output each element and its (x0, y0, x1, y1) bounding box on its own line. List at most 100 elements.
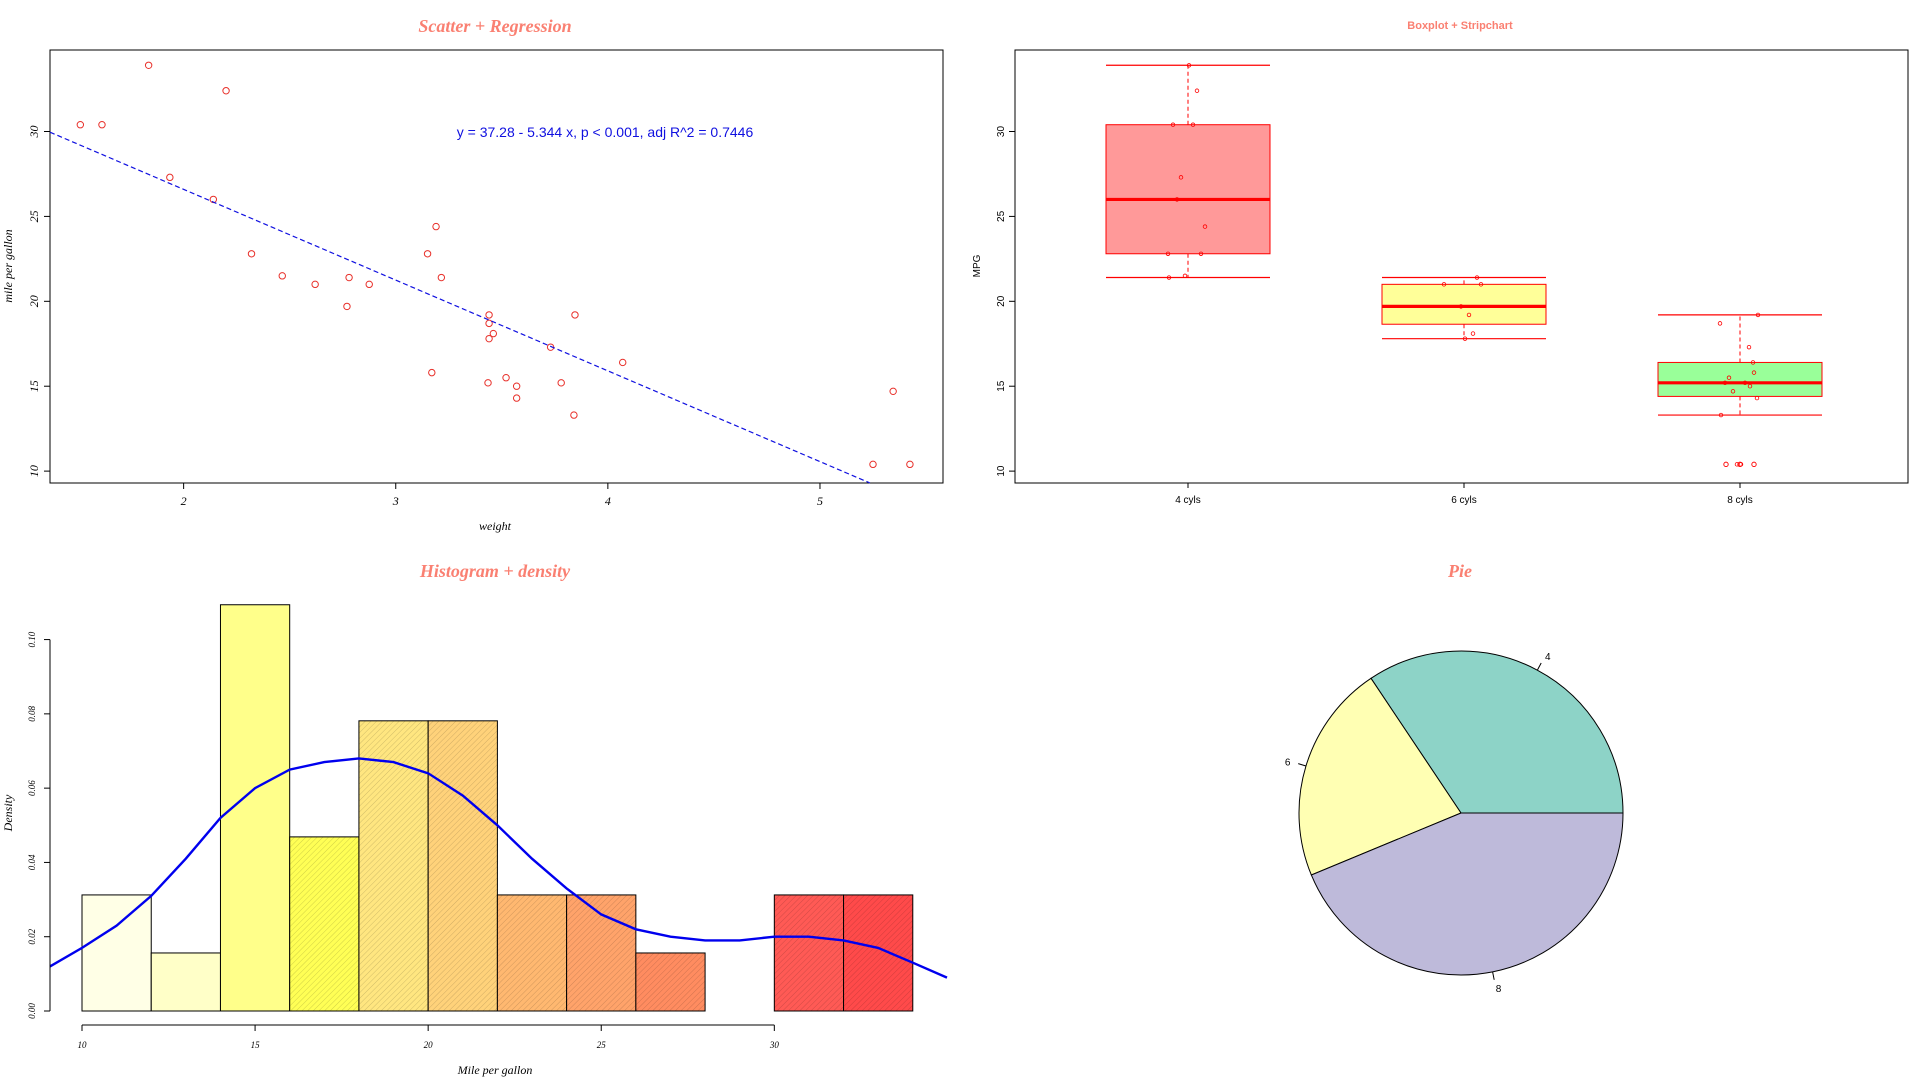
y-tick-label: 0.02 (27, 928, 37, 944)
scatter-point (512, 394, 521, 402)
strip-point (1754, 395, 1760, 401)
boxplot-strip-points (1165, 63, 1761, 467)
pie-slice (1298, 677, 1462, 876)
strip-point (1198, 251, 1204, 256)
y-tick-label: 30 (27, 126, 41, 139)
y-tick-label: 0.10 (27, 631, 37, 647)
histogram-bar-hatch (428, 720, 498, 1011)
histogram-title: Histogram + density (419, 561, 571, 581)
scatter-point (423, 250, 432, 258)
boxplot-x-axis: 4 cyls 6 cyls 8 cyls (1175, 483, 1753, 506)
scatter-point (512, 382, 521, 390)
strip-point (1726, 375, 1732, 380)
strip-point (1722, 380, 1728, 386)
strip-point (1178, 175, 1184, 180)
scatter-y-axis: 10 15 20 25 30 (27, 126, 50, 477)
x-tick-label: 4 cyls (1175, 495, 1201, 506)
histogram-y-axis: 0.00 0.02 0.04 0.06 0.08 0.10 (27, 631, 51, 1019)
x-tick-label: 20 (424, 1040, 434, 1050)
scatter-plot-frame (49, 49, 944, 484)
strip-point (1751, 370, 1757, 375)
scatter-point (437, 273, 446, 282)
strip-point (1730, 389, 1736, 394)
x-tick-label: 8 cyls (1727, 495, 1753, 506)
strip-point (1746, 344, 1752, 350)
histogram-bars (81, 604, 914, 1012)
strip-point (1747, 384, 1753, 389)
scatter-point (222, 87, 230, 95)
scatter-y-label: mile per gallon (1, 229, 15, 302)
scatter-point (485, 311, 493, 319)
strip-point (1750, 360, 1756, 365)
x-tick-label: 25 (597, 1040, 607, 1050)
box-body (1657, 361, 1823, 397)
strip-point (1441, 282, 1447, 287)
histogram-bar-hatch (497, 894, 567, 1011)
y-tick-label: 10 (27, 465, 41, 477)
scatter-title: Scatter + Regression (418, 16, 571, 36)
strip-point (1462, 336, 1468, 341)
y-tick-label: 0.04 (27, 854, 37, 870)
boxplot-y-label: MPG (972, 254, 983, 277)
strip-point (1717, 321, 1723, 326)
y-tick-label: 0.06 (27, 780, 37, 796)
scatter-panel: Scatter + Regression 2 3 4 5 10 15 20 25 30 y =… (1, 16, 944, 533)
x-tick-label: 10 (78, 1040, 88, 1050)
y-tick-label: 0.00 (27, 1003, 37, 1019)
y-tick-label: 20 (27, 295, 41, 307)
scatter-point (98, 121, 106, 129)
histogram-y-label: Density (1, 794, 15, 832)
histogram-bar-hatch (774, 894, 844, 1011)
strip-point (1194, 88, 1200, 93)
pie-label-tick (1492, 971, 1495, 980)
y-tick-label: 20 (996, 295, 1007, 307)
density-curve (49, 757, 948, 979)
scatter-point (365, 280, 373, 289)
x-tick-label: 5 (817, 494, 823, 508)
pie-panel: Pie 4 6 8 (1285, 561, 1624, 995)
strip-point (1742, 380, 1748, 386)
scatter-point (502, 374, 510, 382)
scatter-point (571, 311, 579, 319)
strip-point (1718, 412, 1724, 418)
strip-point (1186, 63, 1192, 68)
strip-point (1202, 224, 1208, 229)
strip-point (1466, 312, 1472, 318)
strip-point (1182, 273, 1188, 279)
pie-label: 4 (1545, 652, 1551, 663)
regression-annotation: y = 37.28 - 5.344 x, p < 0.001, adj R^2 … (457, 124, 754, 140)
pie-slices (1298, 650, 1624, 976)
scatter-point (345, 273, 353, 282)
y-tick-label: 0.08 (27, 705, 37, 721)
pie-title: Pie (1447, 561, 1472, 581)
histogram-bar-hatch (566, 894, 636, 1011)
scatter-point (343, 302, 351, 311)
strip-point (1734, 462, 1740, 467)
box-outlier (1751, 461, 1757, 467)
pie-label: 6 (1285, 757, 1291, 768)
strip-point (1478, 282, 1484, 287)
histogram-x-axis: 10 15 20 25 30 (78, 1024, 779, 1050)
boxplot-frame (1014, 49, 1909, 484)
x-tick-label: 15 (251, 1040, 261, 1050)
x-tick-label: 6 cyls (1451, 495, 1477, 506)
boxplot-y-axis: 10 15 20 25 30 (996, 126, 1015, 477)
scatter-point (485, 334, 493, 343)
strip-point (1170, 122, 1176, 127)
strip-point (1166, 275, 1172, 280)
histogram-bar (150, 952, 221, 1012)
strip-point (1470, 331, 1476, 336)
histogram-x-label: Mile per gallon (457, 1063, 533, 1077)
scatter-point (76, 121, 85, 129)
x-tick-label: 2 (181, 494, 187, 508)
scatter-point (311, 280, 319, 289)
scatter-point (570, 411, 578, 419)
strip-point (1755, 312, 1761, 318)
strip-point (1474, 275, 1480, 280)
scatter-point (484, 379, 492, 387)
scatter-point (869, 460, 877, 469)
scatter-point (166, 173, 174, 182)
histogram-panel: Histogram + density 10 15 20 25 30 0.000.020… (1, 561, 948, 1077)
y-tick-label: 30 (996, 126, 1007, 138)
